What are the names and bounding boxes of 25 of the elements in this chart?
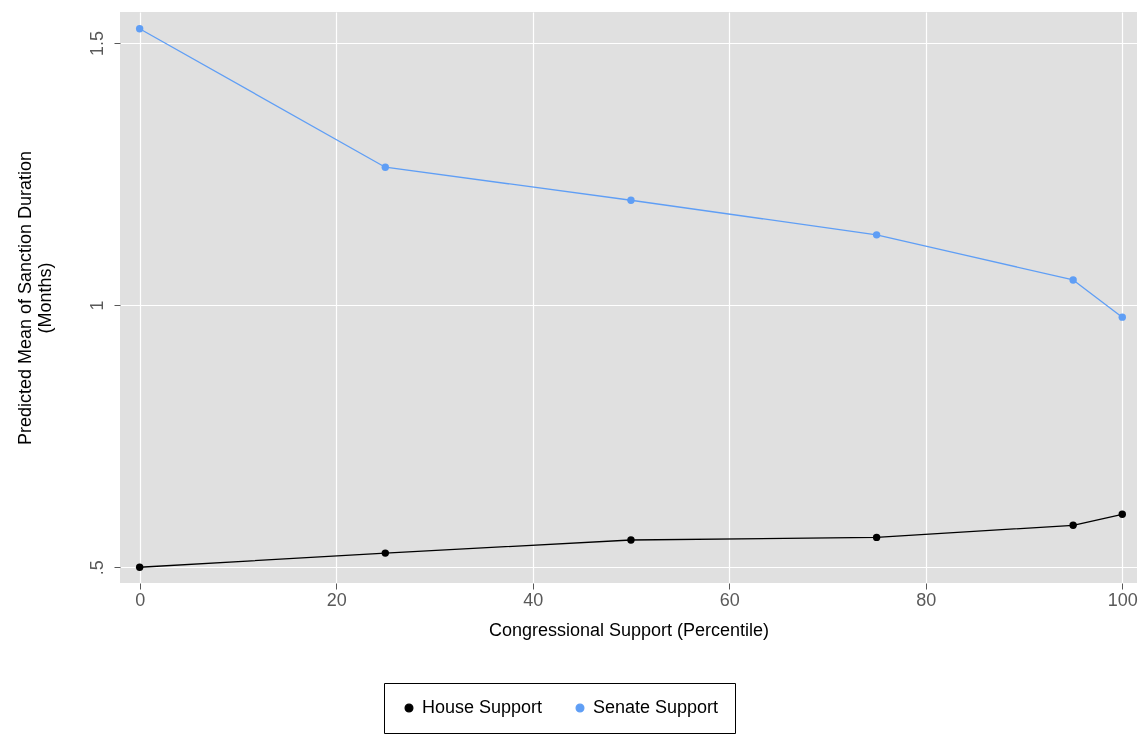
point — [627, 536, 635, 544]
y-tick-label: 1.5 — [86, 30, 107, 56]
y-tick-label: .5 — [86, 560, 107, 576]
y-axis-title: Predicted Mean of Sanction Duration (Months) — [14, 150, 55, 446]
x-tick-label: 100 — [1107, 589, 1138, 610]
x-tick-label: 0 — [135, 589, 146, 610]
legend-label: Senate Support — [593, 697, 719, 717]
point — [1118, 510, 1126, 519]
y-tick-label: 1 — [86, 300, 107, 311]
x-axis-title: Congressional Support (Percentile) — [488, 619, 770, 640]
point — [1069, 276, 1077, 284]
point — [1118, 313, 1126, 321]
x-tick-label: 80 — [916, 589, 937, 610]
x-tick-label: 60 — [719, 589, 740, 610]
point — [627, 196, 635, 204]
legend-label: House Support — [422, 697, 543, 717]
point — [872, 231, 881, 239]
x-tick-label: 40 — [523, 589, 544, 610]
x-tick-label: 20 — [326, 589, 347, 610]
point — [135, 563, 144, 571]
point — [1069, 521, 1077, 530]
point — [381, 163, 390, 171]
point — [381, 549, 390, 557]
point — [872, 533, 881, 542]
point — [135, 25, 144, 33]
